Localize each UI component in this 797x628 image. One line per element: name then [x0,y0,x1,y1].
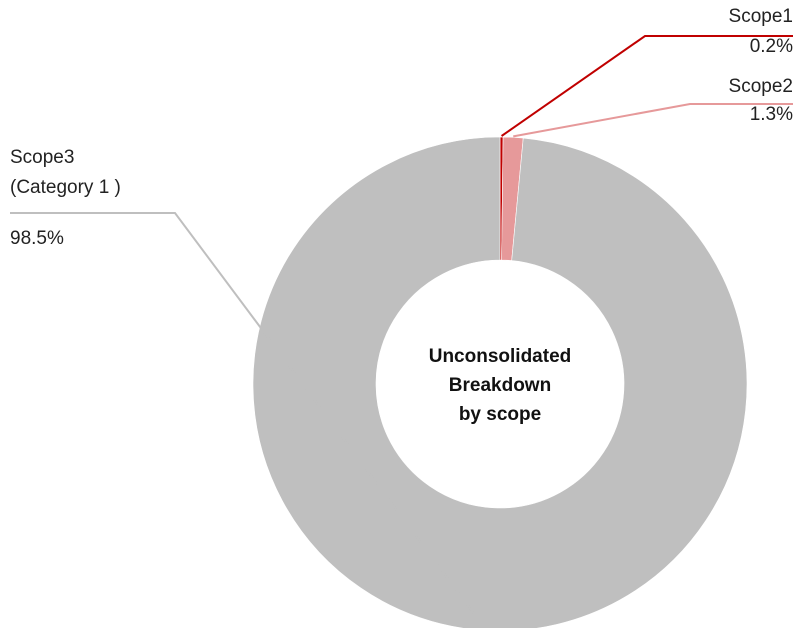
center-label: Unconsolidated Breakdown by scope [429,346,572,425]
category-label: Scope3 (Category 1 ) [10,147,121,198]
category-label: Scope2 [729,76,793,97]
leader-line [513,103,793,138]
value-label: 1.3% [750,104,793,125]
value-label: 98.5% [10,228,64,249]
leader-line [500,35,793,137]
value-label: 0.2% [750,36,793,57]
category-label: Scope1 [729,6,793,27]
slice [252,136,748,628]
leader-line [10,212,486,628]
